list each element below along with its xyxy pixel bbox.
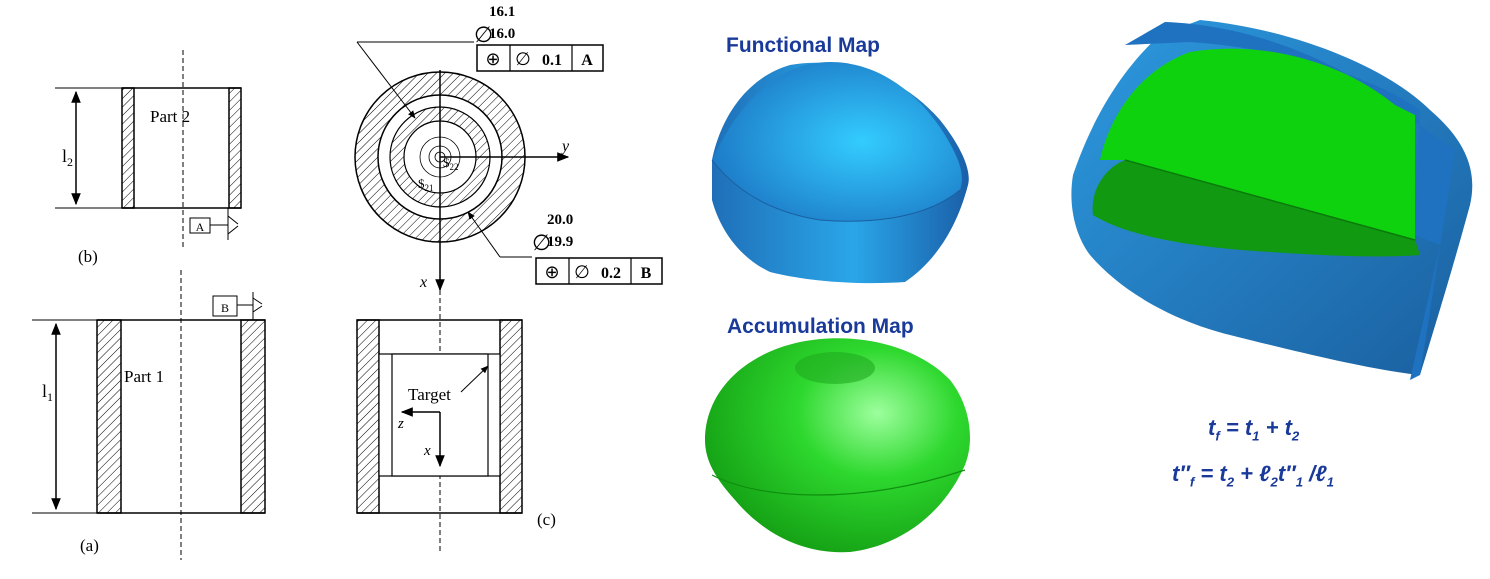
s22-label: $22 [443,155,459,172]
caption-a: (a) [80,536,99,555]
part1-label: Part 1 [124,367,164,386]
inner-diameter-lower: 16.0 [489,26,515,42]
l2-label: l2 [62,146,73,169]
outer-diameter-upper: 20.0 [547,212,573,228]
datum-a-label: A [196,220,205,234]
functional-map-title: Functional Map [726,34,880,57]
equation-2: t″f = t2 + ℓ2t″1 /ℓ1 [1172,461,1334,490]
l1-label: l1 [42,381,53,404]
fcf-bottom-position-symbol: ⊕ [544,262,559,282]
assembly-side-view: Target z x (c) [356,319,556,529]
fcf-bottom: ⊕ ∅ 0.2 B [535,257,663,285]
functional-map-solid [711,62,969,284]
axis-y-label: y [560,138,570,155]
fcf-top-tolerance: 0.1 [542,52,562,69]
part1-drawing: Part 1 l1 B (a) [32,270,266,560]
combined-map-solid [1071,20,1473,380]
caption-c: (c) [537,510,556,529]
outer-diameter-lower: 19.9 [547,234,573,250]
inner-diameter-upper: 16.1 [489,4,515,20]
axis-z-label: z [397,416,404,432]
fcf-top: ⊕ ∅ 0.1 A [476,44,604,72]
axis-x2-label: x [423,443,431,459]
accumulation-map-solid [705,338,970,553]
datum-b-label: B [221,301,229,315]
fcf-top-datum: A [581,52,593,69]
fcf-bottom-datum: B [641,265,652,282]
part2-drawing: Part 2 l2 A (b) [55,50,242,266]
fcf-top-diameter-symbol: ∅ [515,49,531,69]
outer-diameter-symbol: ∅ [532,230,551,255]
assembly-top-view: y x $22 $21 ∅ 16.1 16.0 ⊕ ∅ 0.1 A ∅ 20.0… [354,4,663,552]
caption-b: (b) [78,247,98,266]
fcf-bottom-diameter-symbol: ∅ [574,262,590,282]
inner-diameter-symbol: ∅ [474,22,493,47]
part2-label: Part 2 [150,107,190,126]
axis-x-label: x [419,274,427,291]
s21-label: $21 [418,176,434,193]
accumulation-map-title: Accumulation Map [727,315,914,338]
equation-1: tf = t1 + t2 [1208,415,1300,444]
fcf-top-position-symbol: ⊕ [485,49,500,69]
target-label: Target [408,385,451,404]
fcf-bottom-tolerance: 0.2 [601,265,621,282]
